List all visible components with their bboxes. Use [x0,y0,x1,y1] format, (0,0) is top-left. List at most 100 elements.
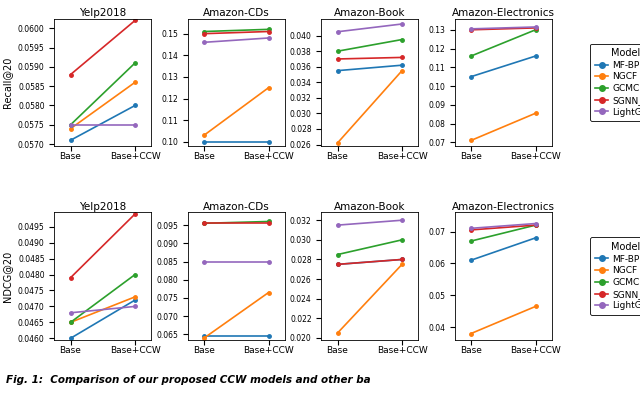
SGNN_RM [265,29,273,34]
Y-axis label: NDCG@20: NDCG@20 [3,250,12,302]
GCMC [333,252,341,257]
SGNN_RM [131,18,139,23]
MF-BPR [67,336,74,341]
Line: LightGCN: LightGCN [336,22,404,33]
SGNN_RM [67,275,74,280]
LightGCN [67,122,74,127]
SGNN_RM [532,222,540,227]
NGCF [532,111,540,116]
SGNN_RM [67,72,74,77]
GCMC [200,29,208,34]
Line: NGCF: NGCF [202,86,270,137]
Title: Yelp2018: Yelp2018 [79,8,127,18]
NGCF [131,80,139,85]
MF-BPR [200,139,208,144]
SGNN_RM [532,26,540,30]
Line: GCMC: GCMC [336,38,404,53]
LightGCN [532,24,540,29]
Line: MF-BPR: MF-BPR [68,298,137,340]
Line: SGNN_RM: SGNN_RM [68,212,137,279]
SGNN_RM [333,56,341,61]
Line: NGCF: NGCF [68,81,137,131]
Line: SGNN_RM: SGNN_RM [336,258,404,266]
Line: SGNN_RM: SGNN_RM [202,222,270,225]
LightGCN [398,21,406,26]
Line: GCMC: GCMC [68,273,137,324]
MF-BPR [398,63,406,68]
MF-BPR [67,138,74,143]
Line: GCMC: GCMC [68,61,137,126]
LightGCN [265,35,273,40]
Legend: MF-BPR, NGCF, GCMC, SGNN_RM, LightGCN: MF-BPR, NGCF, GCMC, SGNN_RM, LightGCN [591,237,640,315]
GCMC [265,219,273,224]
Line: SGNN_RM: SGNN_RM [68,19,137,76]
Line: SGNN_RM: SGNN_RM [469,223,537,232]
SGNN_RM [398,55,406,60]
NGCF [333,330,341,335]
MF-BPR [265,334,273,339]
GCMC [398,237,406,242]
SGNN_RM [200,221,208,226]
Line: MF-BPR: MF-BPR [336,63,404,73]
GCMC [467,54,475,59]
LightGCN [532,221,540,226]
Line: GCMC: GCMC [202,28,270,33]
MF-BPR [131,297,139,302]
LightGCN [131,122,139,127]
Line: NGCF: NGCF [336,262,404,335]
SGNN_RM [467,27,475,32]
Line: MF-BPR: MF-BPR [68,104,137,142]
MF-BPR [200,334,208,339]
Line: LightGCN: LightGCN [68,123,137,126]
Title: Amazon-Book: Amazon-Book [334,201,406,212]
Title: Amazon-CDs: Amazon-CDs [203,201,269,212]
MF-BPR [265,139,273,144]
NGCF [398,68,406,73]
GCMC [333,49,341,54]
NGCF [467,331,475,336]
LightGCN [467,26,475,31]
GCMC [398,37,406,42]
MF-BPR [532,54,540,59]
Line: NGCF: NGCF [469,305,537,335]
Title: Amazon-Electronics: Amazon-Electronics [452,8,555,18]
Line: SGNN_RM: SGNN_RM [336,56,404,61]
GCMC [67,122,74,127]
Line: LightGCN: LightGCN [202,36,270,44]
Line: LightGCN: LightGCN [336,218,404,227]
LightGCN [398,218,406,223]
SGNN_RM [398,257,406,262]
NGCF [467,138,475,143]
MF-BPR [333,262,341,267]
Line: MF-BPR: MF-BPR [202,335,270,338]
NGCF [265,85,273,90]
GCMC [200,221,208,226]
Title: Yelp2018: Yelp2018 [79,201,127,212]
Legend: MF-BPR, NGCF, GCMC, SGNN_RM, LightGCN: MF-BPR, NGCF, GCMC, SGNN_RM, LightGCN [591,44,640,121]
Line: MF-BPR: MF-BPR [469,54,537,78]
GCMC [532,27,540,32]
SGNN_RM [333,262,341,267]
LightGCN [265,259,273,264]
GCMC [131,272,139,277]
Line: GCMC: GCMC [202,220,270,225]
Line: NGCF: NGCF [469,112,537,142]
NGCF [333,140,341,145]
GCMC [131,61,139,66]
Title: Amazon-CDs: Amazon-CDs [203,8,269,18]
LightGCN [131,304,139,309]
NGCF [67,320,74,325]
Line: SGNN_RM: SGNN_RM [202,30,270,35]
Line: MF-BPR: MF-BPR [469,236,537,262]
MF-BPR [333,68,341,73]
Line: LightGCN: LightGCN [68,305,137,314]
SGNN_RM [265,221,273,226]
NGCF [200,336,208,341]
MF-BPR [467,74,475,79]
GCMC [467,239,475,243]
MF-BPR [532,235,540,240]
Line: GCMC: GCMC [469,28,537,58]
MF-BPR [467,258,475,263]
Line: MF-BPR: MF-BPR [202,140,270,143]
LightGCN [467,226,475,231]
